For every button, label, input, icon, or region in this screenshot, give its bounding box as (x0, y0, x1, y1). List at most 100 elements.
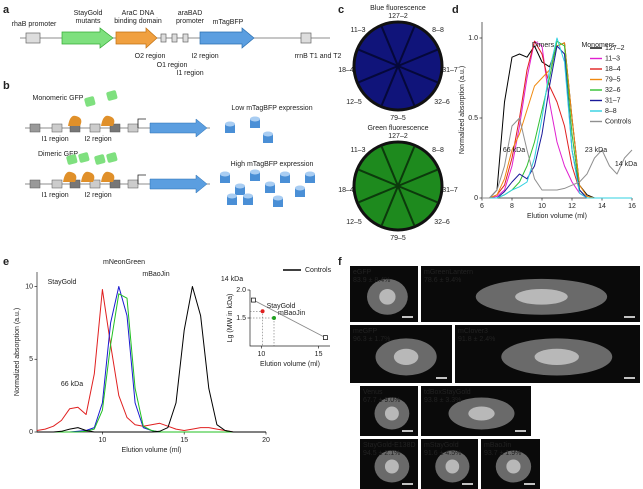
region-label: I2 region (84, 192, 111, 199)
protein-cylinder (273, 198, 283, 207)
annotation: 66 kDa (61, 381, 83, 388)
nucleus (468, 406, 495, 421)
protein-cylinder (227, 196, 237, 205)
protein-cylinder (220, 174, 230, 183)
sector-label: 12–5 (346, 99, 362, 106)
gfp-blob (78, 152, 90, 163)
gfp-blob (106, 90, 118, 101)
dna-box (51, 123, 63, 133)
sector-label: 127–2 (388, 133, 408, 140)
annotation: 66 kDa (503, 147, 525, 154)
legend-label: Controls (605, 118, 632, 125)
plate-divider (380, 185, 399, 227)
gfp-blob (94, 154, 106, 165)
terminator-box (300, 32, 312, 44)
image-name: meGFP (353, 328, 377, 335)
legend-label: 31–7 (605, 97, 621, 104)
x-tick-label: 12 (568, 203, 576, 210)
nucleus (445, 459, 460, 474)
panel-label: d (452, 4, 459, 16)
protein-cylinder-top (250, 116, 260, 122)
series-label: StayGold (267, 303, 296, 310)
dna-box (109, 179, 121, 189)
operator-box (171, 33, 178, 43)
region-label: I1 region (41, 192, 68, 199)
protein-cylinder (250, 119, 260, 128)
sector-label: 8–8 (432, 147, 444, 154)
image-name: mGreenLantern (424, 269, 473, 276)
protein-cylinder (243, 196, 253, 205)
image-name: Venus (363, 389, 383, 396)
repressor (68, 115, 82, 126)
nucleus (534, 348, 579, 366)
sector-label: 18–4 (338, 67, 354, 74)
dna-box (89, 123, 101, 133)
image-name: mClover3 (458, 328, 488, 335)
x-tick-label: 10 (99, 437, 107, 444)
image-value: 78.6 ± 9.4% (424, 277, 461, 284)
series-line (482, 117, 633, 199)
image-value: 96.3 ± 1.7% (353, 336, 390, 343)
protein-cylinder-top (225, 121, 235, 127)
image-value: 83.9 ± 8.4% (353, 277, 390, 284)
nucleus (384, 406, 399, 421)
image-name: StayGold-E138D (363, 442, 416, 449)
point (251, 297, 256, 303)
dna-box (29, 123, 41, 133)
series-label: mNeonGreen (103, 259, 145, 266)
protein-cylinder-top (295, 185, 305, 191)
protein-cylinder-top (235, 183, 245, 189)
image-name: tdBoxStayGold (424, 389, 471, 396)
part-label: araBAD (178, 10, 203, 17)
y-axis-label: Lg (MW in kDa) (227, 294, 234, 343)
image-value: 93.8 ± 3.3% (424, 397, 461, 404)
protein-cylinder (305, 174, 315, 183)
protein-cylinder-top (305, 171, 315, 177)
annotation: Monomers (581, 42, 615, 49)
protein-label: Dimeric GFP (38, 151, 78, 158)
protein-cylinder (250, 172, 260, 181)
image-value: 91.6 ± 4.5% (424, 450, 461, 457)
axes (249, 290, 330, 347)
plate-divider (397, 185, 439, 204)
gene-arrow (115, 27, 158, 49)
plate-divider (380, 25, 399, 67)
nucleus (384, 459, 399, 474)
x-tick-label: 10 (258, 351, 266, 358)
protein-cylinder (280, 174, 290, 183)
point (323, 335, 328, 341)
y-tick-label: 5 (29, 356, 33, 363)
plate-divider (357, 48, 399, 67)
protein-cylinder (235, 186, 245, 195)
part-label: promoter (176, 18, 205, 25)
y-tick-label: 0.5 (468, 115, 478, 122)
plate-divider (397, 185, 416, 227)
protein-cylinder-top (265, 181, 275, 187)
x-tick-label: 6 (480, 203, 484, 210)
plate-title: Blue fluorescence (370, 5, 426, 12)
image-value: 67.7 ± 9.0% (363, 397, 400, 404)
sector-label: 8–8 (432, 27, 444, 34)
nucleus (506, 459, 521, 474)
gene-arrow (149, 174, 208, 194)
part-label: StayGold (74, 10, 103, 17)
sector-label: 79–5 (390, 115, 406, 122)
gene-arrow (199, 27, 255, 49)
sector-label: 127–2 (388, 13, 408, 20)
guide-line (250, 311, 263, 346)
repressor (81, 171, 95, 182)
panel-label: a (3, 4, 10, 16)
dna-box (89, 179, 101, 189)
y-tick-label: 10 (25, 283, 33, 290)
dna-box (127, 179, 139, 189)
image-value: 94.5 ± 2.1% (363, 450, 400, 457)
y-tick-label: 0 (29, 429, 33, 436)
panel-label: f (338, 256, 342, 268)
plate-divider (397, 65, 439, 84)
gfp-blob (106, 152, 118, 163)
panel-label: e (3, 256, 9, 268)
y-tick-label: 1.5 (236, 315, 246, 322)
part-label: mutants (76, 18, 101, 25)
y-tick-label: 0 (474, 195, 478, 202)
protein-label: Monomeric GFP (33, 95, 84, 102)
